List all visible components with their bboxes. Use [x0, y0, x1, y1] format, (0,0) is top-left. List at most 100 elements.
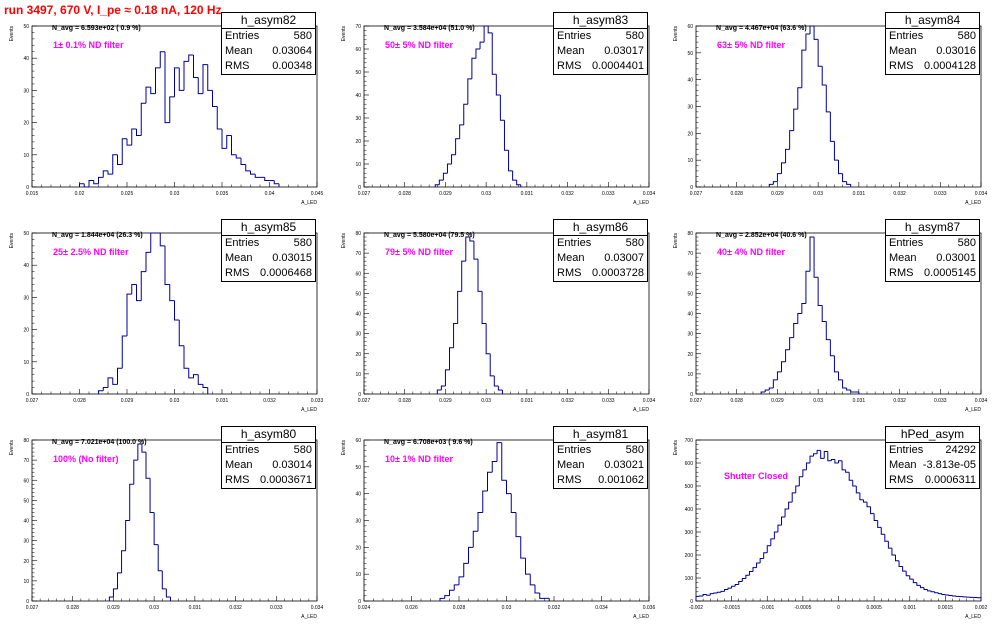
y-tick-label: 50 [355, 70, 361, 76]
stats-mean-label: Mean [557, 251, 585, 266]
histogram-bin [771, 539, 775, 546]
histogram-bin [834, 356, 838, 372]
histogram-bin [728, 588, 732, 589]
stats-mean-label: Mean [889, 251, 917, 266]
histogram-bin [769, 388, 773, 390]
histogram-bin [99, 177, 104, 183]
histogram-bin [486, 324, 490, 354]
stats-entries-label: Entries [557, 443, 591, 458]
histogram-bin [459, 577, 464, 585]
stats-mean-label: Mean [557, 44, 585, 59]
stats-entries-value: 24292 [945, 443, 976, 458]
histogram-bin [165, 52, 170, 123]
stats-box-title: h_asym85 [222, 220, 315, 236]
x-tick-label: 0.03 [481, 191, 491, 197]
histogram-bin [127, 139, 132, 145]
histogram-bin [227, 135, 232, 148]
y-tick-label: 80 [687, 231, 693, 237]
histogram-bin [789, 502, 793, 509]
histogram-bin [198, 375, 203, 385]
y-tick-label: 100 [685, 576, 694, 582]
stats-box-title: h_asym86 [554, 220, 647, 236]
histogram-bin [782, 517, 786, 525]
histogram-bin [437, 390, 441, 394]
histogram-bin [843, 174, 847, 182]
histogram-bin [742, 578, 746, 581]
stats-entries-value: 580 [626, 29, 644, 44]
x-tick-label: 0.002 [975, 605, 988, 611]
histogram-bin [141, 103, 146, 135]
x-tick-label: 0.032 [893, 398, 906, 404]
histogram-bin [842, 461, 846, 470]
x-axis-title: A_LED [633, 614, 649, 620]
x-tick-label: 0.034 [643, 191, 656, 197]
x-tick-label: 0.03 [149, 605, 159, 611]
stats-rms-label: RMS [225, 266, 249, 281]
stats-entries-label: Entries [889, 236, 923, 251]
filter-annotation: 50± 5% ND filter [385, 40, 453, 50]
stats-box-title: h_asym83 [554, 13, 647, 29]
histogram-bin [796, 486, 800, 493]
histogram-bin [782, 362, 786, 372]
x-tick-label: 0.028 [453, 605, 466, 611]
histogram-bin [853, 480, 857, 486]
stats-entries-label: Entries [557, 236, 591, 251]
histogram-bin [103, 171, 108, 177]
histogram-bin [213, 90, 218, 106]
histogram-bin [774, 532, 778, 539]
y-tick-label: 30 [355, 519, 361, 525]
histogram-bin [496, 74, 500, 95]
histogram-bin [757, 563, 761, 568]
histogram-bin [497, 443, 502, 462]
histogram-bin [817, 450, 821, 453]
histogram-bin [458, 291, 462, 323]
x-tick-label: 0.03 [170, 398, 180, 404]
y-axis-title: Events [341, 26, 347, 42]
histogram-bin [203, 65, 208, 94]
histogram-bin [156, 68, 161, 94]
y-tick-label: 40 [23, 263, 29, 269]
stats-box-title: h_asym84 [886, 13, 979, 29]
y-tick-label: 50 [23, 498, 29, 504]
histogram-bin [764, 553, 768, 559]
stats-rms-value: 0.00348 [272, 59, 312, 74]
histogram-bin [773, 182, 777, 185]
histogram-bin [500, 95, 504, 120]
y-tick-label: 10 [23, 360, 29, 366]
filter-annotation: 25± 2.5% ND filter [53, 247, 128, 257]
histogram-bin [839, 372, 843, 380]
y-tick-label: 700 [685, 438, 694, 444]
histogram-bin [122, 139, 127, 165]
histogram-bin [931, 591, 935, 592]
filter-annotation: 1± 0.1% ND filter [53, 40, 123, 50]
y-axis-title: Events [9, 26, 15, 42]
x-tick-label: 0.028 [73, 398, 86, 404]
stats-entries-label: Entries [889, 29, 923, 44]
histogram-bin [913, 579, 917, 582]
histogram-bin [255, 174, 260, 177]
filter-annotation: 40± 4% ND filter [717, 247, 785, 257]
y-tick-label: 0 [26, 185, 29, 191]
histogram-bin [814, 237, 818, 277]
histogram-bin [454, 585, 459, 590]
histogram-bin [794, 109, 798, 130]
histogram-bin [798, 314, 802, 324]
histogram-bin [132, 129, 137, 145]
x-tick-label: 0.034 [311, 605, 324, 611]
stats-rms-label: RMS [557, 59, 581, 74]
y-tick-label: 80 [23, 438, 29, 444]
histogram-bin [217, 107, 222, 130]
histogram-bin [874, 514, 878, 521]
histogram-bin [810, 26, 814, 34]
y-tick-label: 50 [355, 465, 361, 471]
stats-entries-label: Entries [225, 29, 259, 44]
stats-box-title: h_asym87 [886, 220, 979, 236]
histogram-bin [839, 160, 843, 173]
